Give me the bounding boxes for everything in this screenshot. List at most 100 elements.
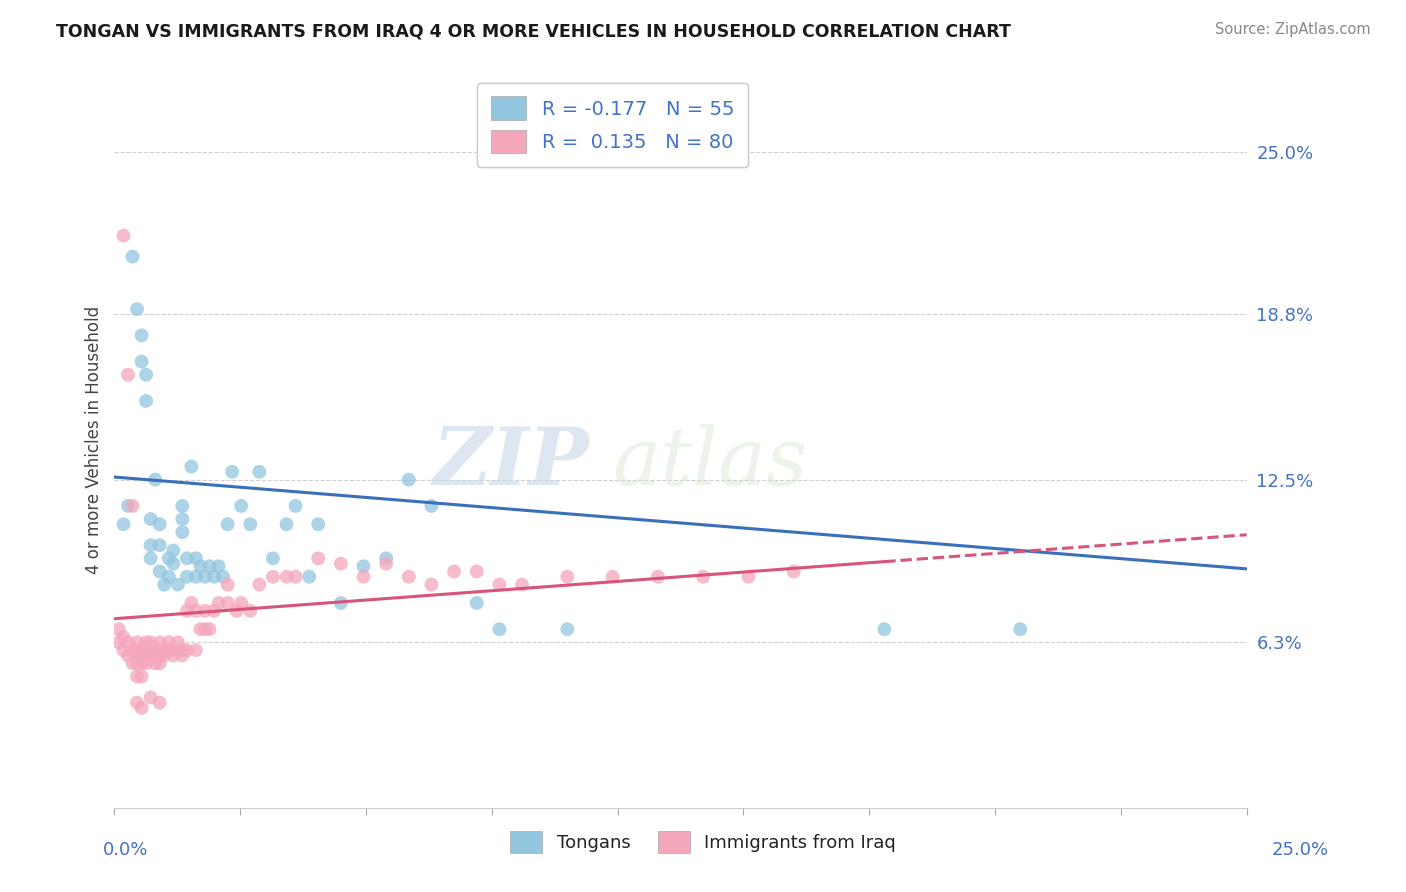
Point — [139, 538, 162, 552]
Point — [176, 551, 198, 566]
Point — [125, 669, 148, 683]
Point — [398, 473, 420, 487]
Point — [443, 565, 465, 579]
Point — [692, 570, 714, 584]
Point — [465, 596, 488, 610]
Point — [194, 622, 217, 636]
Point — [284, 570, 307, 584]
Point — [117, 648, 139, 663]
Point — [153, 577, 176, 591]
Point — [247, 577, 270, 591]
Point — [221, 465, 243, 479]
Point — [112, 630, 135, 644]
Point — [125, 643, 148, 657]
Point — [307, 551, 329, 566]
Point — [202, 604, 225, 618]
Point — [149, 565, 172, 579]
Point — [217, 517, 239, 532]
Point — [172, 648, 194, 663]
Point — [176, 604, 198, 618]
Point — [131, 648, 153, 663]
Point — [162, 648, 184, 663]
Point — [135, 643, 157, 657]
Point — [247, 465, 270, 479]
Point — [329, 596, 352, 610]
Point — [135, 635, 157, 649]
Point — [131, 328, 153, 343]
Point — [420, 499, 443, 513]
Point — [125, 635, 148, 649]
Point — [157, 635, 180, 649]
Point — [108, 635, 131, 649]
Point — [112, 517, 135, 532]
Point — [121, 657, 143, 671]
Point — [184, 604, 207, 618]
Text: ZIP: ZIP — [433, 424, 591, 501]
Point — [202, 570, 225, 584]
Text: 25.0%: 25.0% — [1271, 840, 1329, 858]
Point — [166, 635, 188, 649]
Point — [131, 354, 153, 368]
Point — [284, 499, 307, 513]
Point — [307, 517, 329, 532]
Point — [194, 604, 217, 618]
Point — [194, 570, 217, 584]
Point — [198, 559, 221, 574]
Point — [125, 657, 148, 671]
Point — [125, 302, 148, 317]
Point — [262, 551, 284, 566]
Point — [176, 643, 198, 657]
Point — [353, 570, 375, 584]
Point — [217, 577, 239, 591]
Point — [131, 643, 153, 657]
Point — [125, 696, 148, 710]
Point — [217, 596, 239, 610]
Point — [139, 635, 162, 649]
Point — [398, 570, 420, 584]
Point — [153, 643, 176, 657]
Point — [488, 577, 510, 591]
Point — [117, 499, 139, 513]
Point — [149, 643, 172, 657]
Point — [488, 622, 510, 636]
Point — [149, 696, 172, 710]
Point — [465, 565, 488, 579]
Point — [184, 570, 207, 584]
Point — [647, 570, 669, 584]
Point — [198, 622, 221, 636]
Point — [162, 543, 184, 558]
Text: atlas: atlas — [613, 424, 808, 501]
Point — [121, 250, 143, 264]
Point — [225, 604, 247, 618]
Point — [276, 570, 298, 584]
Point — [176, 570, 198, 584]
Point — [172, 643, 194, 657]
Point — [112, 228, 135, 243]
Point — [212, 570, 235, 584]
Legend: R = -0.177   N = 55, R =  0.135   N = 80: R = -0.177 N = 55, R = 0.135 N = 80 — [478, 83, 748, 167]
Point — [190, 559, 212, 574]
Point — [510, 577, 533, 591]
Point — [149, 635, 172, 649]
Point — [131, 669, 153, 683]
Point — [139, 690, 162, 705]
Point — [420, 577, 443, 591]
Y-axis label: 4 or more Vehicles in Household: 4 or more Vehicles in Household — [86, 306, 103, 574]
Point — [298, 570, 321, 584]
Point — [112, 643, 135, 657]
Point — [184, 643, 207, 657]
Point — [166, 577, 188, 591]
Legend: Tongans, Immigrants from Iraq: Tongans, Immigrants from Iraq — [502, 824, 904, 861]
Point — [190, 622, 212, 636]
Point — [157, 551, 180, 566]
Point — [207, 559, 229, 574]
Point — [139, 643, 162, 657]
Point — [162, 643, 184, 657]
Point — [143, 648, 166, 663]
Point — [873, 622, 896, 636]
Point — [139, 648, 162, 663]
Point — [262, 570, 284, 584]
Point — [180, 459, 202, 474]
Point — [108, 622, 131, 636]
Text: TONGAN VS IMMIGRANTS FROM IRAQ 4 OR MORE VEHICLES IN HOUSEHOLD CORRELATION CHART: TONGAN VS IMMIGRANTS FROM IRAQ 4 OR MORE… — [56, 22, 1011, 40]
